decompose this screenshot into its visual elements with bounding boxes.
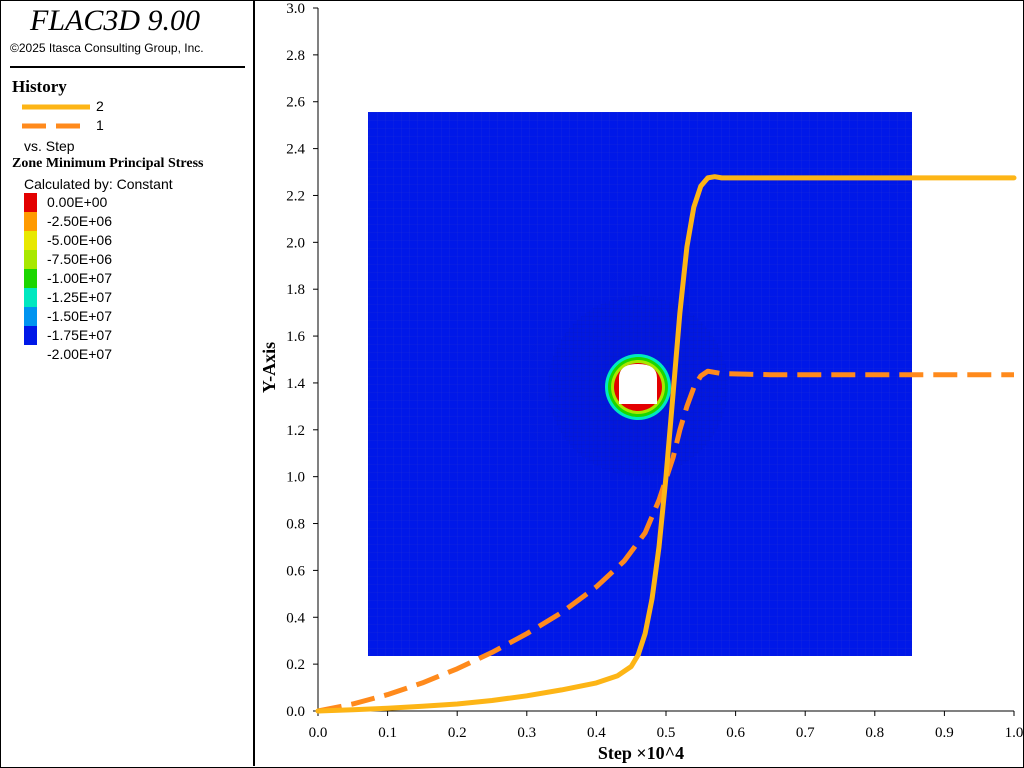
contour-label-6: -1.50E+07 bbox=[47, 308, 112, 324]
tunnel-stress-ring bbox=[605, 354, 671, 420]
copyright-text: ©2025 Itasca Consulting Group, Inc. bbox=[10, 41, 204, 55]
axis-labels: 0.0 0.1 0.2 0.3 0.4 0.5 0.6 0.7 0.8 0.9 1.0 0.0 0.2 0… bbox=[259, 1, 1023, 763]
contour-swatch-5 bbox=[24, 288, 37, 307]
legend-line-1 bbox=[22, 123, 90, 129]
y-tick-label: 3.0 bbox=[286, 1, 305, 17]
y-tick-label: 1.8 bbox=[286, 282, 305, 298]
legend-panel: FLAC3D 9.00 ©2025 Itasca Consulting Grou… bbox=[0, 0, 255, 766]
contour-label-3: -7.50E+06 bbox=[47, 251, 112, 267]
contour-label-4: -1.00E+07 bbox=[47, 270, 112, 286]
y-tick-label: 0.8 bbox=[286, 517, 305, 533]
zone-legend-title: Zone Minimum Principal Stress bbox=[12, 156, 204, 171]
legend-label-1: 1 bbox=[96, 117, 104, 133]
y-tick-label: 0.6 bbox=[286, 563, 305, 579]
y-tick-label: 2.2 bbox=[286, 188, 305, 204]
contour-swatch-2 bbox=[24, 231, 37, 250]
x-tick-label: 0.4 bbox=[587, 725, 606, 741]
y-axis-title: Y-Axis bbox=[259, 342, 279, 393]
legend-label-2: 2 bbox=[96, 98, 104, 114]
series-line-1 bbox=[317, 368, 1014, 714]
x-tick-label: 0.8 bbox=[865, 725, 884, 741]
contour-label-5: -1.25E+07 bbox=[47, 289, 112, 305]
contour-label-2: -5.00E+06 bbox=[47, 232, 112, 248]
series-layer bbox=[315, 174, 1017, 714]
y-tick-label: 0.2 bbox=[286, 657, 305, 673]
axes bbox=[313, 7, 1015, 716]
y-tick-label: 0.0 bbox=[286, 704, 305, 720]
y-tick-label: 2.6 bbox=[286, 95, 305, 111]
y-tick-label: 1.0 bbox=[286, 470, 305, 486]
contour-swatch-4 bbox=[24, 269, 37, 288]
x-tick-label: 0.2 bbox=[448, 725, 467, 741]
y-tick-label: 1.4 bbox=[286, 376, 305, 392]
contour-label-7: -1.75E+07 bbox=[47, 327, 112, 343]
y-tick-label: 2.0 bbox=[286, 235, 305, 251]
y-tick-label: 1.6 bbox=[286, 329, 305, 345]
zone-contour-image bbox=[368, 112, 912, 656]
calculated-by-label: Calculated by: Constant bbox=[24, 176, 173, 192]
y-tick-label: 2.8 bbox=[286, 48, 305, 64]
vs-step-label: vs. Step bbox=[24, 138, 75, 154]
contour-swatch-7 bbox=[24, 326, 37, 345]
y-tick-label: 0.4 bbox=[286, 610, 305, 626]
x-tick-label: 0.0 bbox=[309, 725, 328, 741]
contour-swatch-1 bbox=[24, 212, 37, 231]
x-tick-label: 0.3 bbox=[517, 725, 536, 741]
x-tick-label: 0.9 bbox=[935, 725, 954, 741]
title-divider bbox=[10, 66, 245, 68]
x-tick-label: 0.6 bbox=[726, 725, 745, 741]
legend-line-2 bbox=[22, 104, 90, 110]
history-legend-title: History bbox=[12, 77, 67, 96]
x-tick-label: 0.5 bbox=[657, 725, 676, 741]
y-tick-label: 1.2 bbox=[286, 423, 305, 439]
contour-swatch-0 bbox=[24, 193, 37, 212]
series-line-2 bbox=[315, 174, 1017, 714]
contour-label-0: 0.00E+00 bbox=[47, 194, 108, 210]
contour-label-8: -2.00E+07 bbox=[47, 346, 112, 362]
history-plot: 0.0 0.1 0.2 0.3 0.4 0.5 0.6 0.7 0.8 0.9 1.0 0.0 0.2 0… bbox=[259, 1, 1023, 763]
x-tick-label: 0.7 bbox=[796, 725, 815, 741]
x-tick-label: 1.0 bbox=[1005, 725, 1023, 741]
contour-swatch-3 bbox=[24, 250, 37, 269]
x-axis-title: Step ×10^4 bbox=[598, 743, 684, 763]
y-tick-label: 2.4 bbox=[286, 142, 305, 158]
app-title: FLAC3D 9.00 bbox=[30, 4, 201, 37]
contour-label-1: -2.50E+06 bbox=[47, 213, 112, 229]
x-tick-label: 0.1 bbox=[378, 725, 397, 741]
contour-swatch-6 bbox=[24, 307, 37, 326]
